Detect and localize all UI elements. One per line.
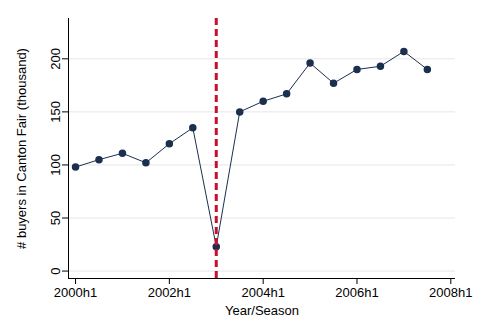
svg-text:# buyers in Canton Fair (thous: # buyers in Canton Fair (thousand) — [14, 48, 29, 249]
svg-text:2002h1: 2002h1 — [148, 285, 191, 300]
svg-text:2006h1: 2006h1 — [335, 285, 378, 300]
svg-text:150: 150 — [48, 101, 63, 123]
svg-text:100: 100 — [48, 154, 63, 176]
svg-text:Year/Season: Year/Season — [225, 303, 299, 318]
svg-text:2008h1: 2008h1 — [429, 285, 472, 300]
svg-text:50: 50 — [48, 211, 63, 225]
svg-text:0: 0 — [48, 267, 63, 274]
svg-text:200: 200 — [48, 48, 63, 70]
svg-text:2000h1: 2000h1 — [54, 285, 97, 300]
svg-text:2004h1: 2004h1 — [241, 285, 284, 300]
